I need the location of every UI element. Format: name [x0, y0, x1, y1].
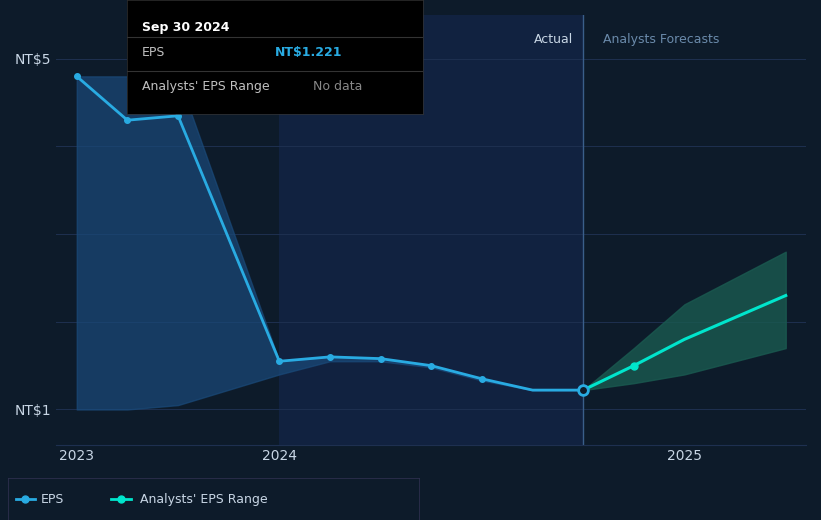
Text: Analysts' EPS Range: Analysts' EPS Range	[140, 493, 267, 505]
Text: Actual: Actual	[534, 33, 573, 46]
Text: No data: No data	[314, 80, 363, 93]
Text: Sep 30 2024: Sep 30 2024	[142, 21, 230, 34]
Text: EPS: EPS	[41, 493, 64, 505]
Text: EPS: EPS	[142, 46, 165, 59]
Bar	[279, 15, 583, 445]
Text: Analysts Forecasts: Analysts Forecasts	[603, 33, 720, 46]
Text: NT$1.221: NT$1.221	[275, 46, 342, 59]
Text: Analysts' EPS Range: Analysts' EPS Range	[142, 80, 269, 93]
